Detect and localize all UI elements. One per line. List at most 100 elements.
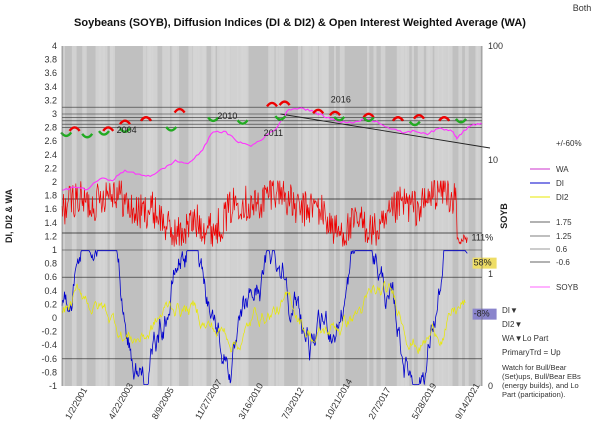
green-bottom-arc xyxy=(333,116,346,122)
left-tick-label: -0.6 xyxy=(41,354,57,364)
bg-stripe xyxy=(95,46,102,386)
bg-stripe xyxy=(230,46,237,386)
watch-note-2: (Set)ups, Bull/Bear EBs xyxy=(502,372,581,381)
annotations: 2004 2010 2011 2016 111% 58% -8% xyxy=(117,94,497,320)
bg-stripe xyxy=(63,46,65,386)
bg-stripe xyxy=(404,46,410,386)
green-bottom-arc xyxy=(362,116,375,123)
red-top-arc xyxy=(278,100,291,106)
annotation-label: 2010 xyxy=(217,111,237,121)
left-tick-label: 3.6 xyxy=(44,68,57,78)
annotation-label: 58% xyxy=(474,258,492,268)
bg-stripe xyxy=(243,46,249,386)
annotation-label: 111% xyxy=(472,232,494,242)
left-tick-label: -0.2 xyxy=(41,327,57,337)
status-di: DI▼ xyxy=(502,306,518,315)
left-tick-label: 2 xyxy=(52,177,57,187)
bg-stripe xyxy=(437,46,443,386)
scale-note: +/-60% xyxy=(556,139,582,148)
swing-arcs xyxy=(60,100,467,139)
green-bottom-arc xyxy=(119,127,131,134)
bg-stripe xyxy=(109,46,113,386)
left-tick-label: 2.4 xyxy=(44,150,57,160)
y-axis-label-right: SOYB xyxy=(499,203,509,229)
wa-series xyxy=(61,179,468,247)
right-tick-label: 100 xyxy=(488,41,503,51)
left-tick-label: 2.8 xyxy=(44,123,57,133)
x-tick-label: 5/28/2019 xyxy=(410,381,439,421)
watch-note-4: Part (participation). xyxy=(502,390,565,399)
bg-stripe xyxy=(171,46,177,386)
bg-stripe xyxy=(219,46,224,386)
bg-stripe xyxy=(197,46,201,386)
legend-di2: DI2 xyxy=(556,193,569,202)
bg-stripe xyxy=(237,46,244,386)
red-top-arc xyxy=(140,116,152,122)
left-tick-label: 1.4 xyxy=(44,218,57,228)
green-bottom-arc xyxy=(98,130,110,136)
di-line xyxy=(61,249,468,386)
horizontal-lines xyxy=(62,106,491,149)
bg-stripe xyxy=(411,46,415,386)
x-tick-label: 1/2/2001 xyxy=(63,386,89,421)
left-tick-label: -1 xyxy=(49,381,57,391)
left-tick-label: 3.8 xyxy=(44,55,57,65)
left-tick-label: 1.2 xyxy=(44,231,57,241)
green-bottom-arc xyxy=(165,126,178,132)
bg-stripe xyxy=(323,46,329,386)
left-tick-label: 3 xyxy=(52,109,57,119)
bg-stripe xyxy=(82,46,85,386)
annotation-box xyxy=(472,257,497,269)
bg-stripe xyxy=(302,46,309,386)
bg-stripe xyxy=(278,46,285,386)
left-tick-label: 0.8 xyxy=(44,259,57,269)
left-tick-label: 3.2 xyxy=(44,95,57,105)
annotation-box xyxy=(472,308,497,320)
bg-stripe xyxy=(434,46,439,386)
legend: +/-60% WA DI DI2 1.75 1.25 0.6 -0.6 SOYB xyxy=(530,139,582,292)
di2-series xyxy=(61,280,466,354)
green-bottom-arc xyxy=(455,118,467,124)
bg-stripe xyxy=(212,46,216,386)
status-wa: WA▼Lo Part xyxy=(502,334,549,343)
red-top-arc xyxy=(329,110,341,117)
bg-stripe xyxy=(447,46,453,386)
bg-stripe xyxy=(458,46,463,386)
status-di2: DI2▼ xyxy=(502,320,522,329)
bg-stripe xyxy=(366,46,370,386)
red-top-arc xyxy=(102,126,115,132)
watch-note-1: Watch for Bull/Bear xyxy=(502,363,567,372)
x-tick-label: 7/3/2012 xyxy=(280,386,306,421)
bg-stripe xyxy=(147,46,154,386)
di-series xyxy=(61,249,468,386)
bg-stripe xyxy=(270,46,275,386)
right-tick-label: 0 xyxy=(488,381,493,391)
left-tick-label: 3.4 xyxy=(44,82,57,92)
left-tick-label: 2.2 xyxy=(44,163,57,173)
left-axis: -1 -0.8 -0.6 -0.4 -0.2 0 0.2 0.4 0.6 0.8 1 1.2 1.4 1.… xyxy=(41,41,63,391)
bg-stripe xyxy=(312,46,319,386)
legend-di: DI xyxy=(556,179,564,188)
bg-stripe xyxy=(199,46,205,386)
left-tick-label: 0.2 xyxy=(44,299,57,309)
red-top-arc xyxy=(438,116,451,122)
legend-wa: WA xyxy=(556,165,569,174)
bg-stripe xyxy=(339,46,345,386)
left-tick-label: 1.8 xyxy=(44,191,57,201)
left-tick-label: 1.6 xyxy=(44,204,57,214)
di2-line xyxy=(61,280,466,354)
red-top-arc xyxy=(392,116,404,122)
right-tick-label: 1 xyxy=(488,269,493,279)
watch-note-3: (energy builds), and Lo xyxy=(502,381,579,390)
green-bottom-arc xyxy=(408,120,421,127)
bg-stripe xyxy=(396,46,399,386)
green-bottom-arc xyxy=(274,115,287,121)
left-tick-label: -0.4 xyxy=(41,340,57,350)
green-bottom-arc xyxy=(236,119,249,125)
bg-stripe xyxy=(268,46,271,386)
legend-175: 1.75 xyxy=(556,218,572,227)
left-tick-label: -0.8 xyxy=(41,367,57,377)
annotation-label: -8% xyxy=(474,309,490,319)
